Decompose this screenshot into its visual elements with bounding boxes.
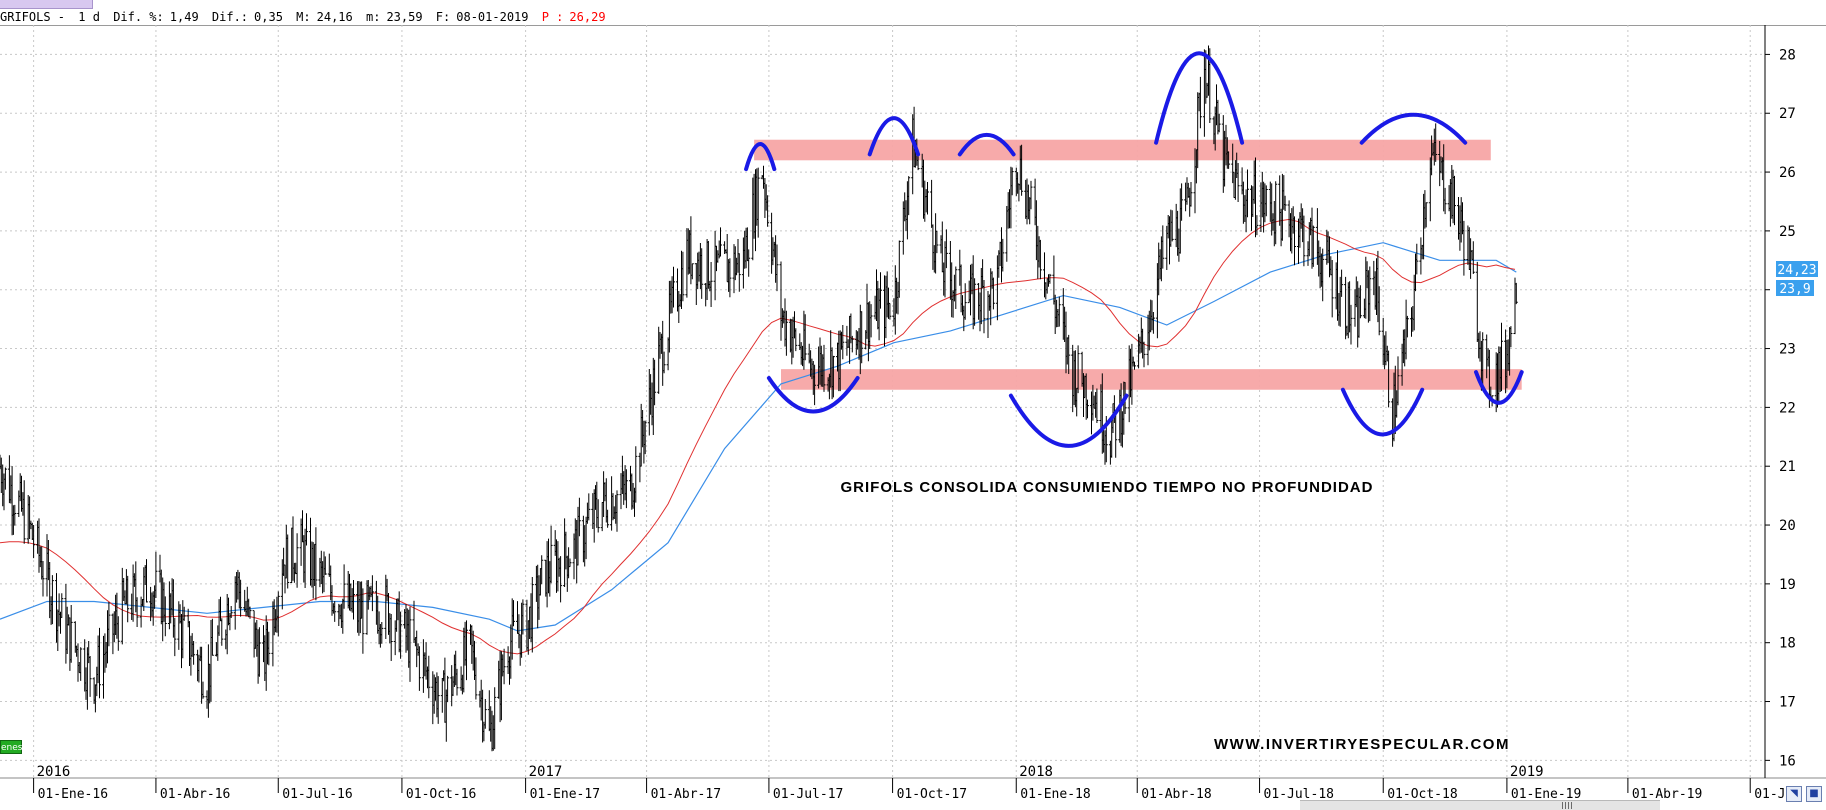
upper-price-tag: 24,23 [1777, 263, 1816, 278]
scrollbar-grip[interactable] [1562, 802, 1572, 809]
top-arc [744, 142, 777, 172]
chart-toolbar: ◥ ■ [1786, 786, 1822, 804]
dif-label: Dif.: [211, 10, 249, 24]
top-arc [1359, 112, 1468, 145]
min-value: 23,59 [386, 10, 423, 24]
short-moving-average [0, 218, 1516, 655]
max-value: 24,16 [316, 10, 353, 24]
date-tick-label: 01-Jul-16 [282, 787, 352, 802]
bottom-arc [766, 376, 860, 414]
year-label: 2018 [1019, 764, 1053, 780]
min-label: m: [365, 10, 381, 24]
instrument-name: GRIFOLS - [0, 10, 66, 24]
price-tick-label: 21 [1779, 459, 1796, 475]
bottom-arc [1008, 393, 1129, 448]
price-tick-label: 27 [1779, 106, 1796, 122]
watermark: WWW.INVERTIRYESPECULAR.COM [1214, 736, 1510, 753]
price-series [0, 45, 1518, 752]
date-tick-label: 01-Jul-18 [1264, 787, 1334, 802]
bottom-arc [1340, 387, 1425, 437]
year-label: 2017 [529, 764, 563, 780]
quote-header: GRIFOLS - 1 d Dif. %: 1,49 Dif.: 0,35 M: 24… [0, 9, 1826, 26]
date-tick-label: 01-Abr-18 [1141, 787, 1211, 802]
dif-pct-value: 1,49 [169, 10, 199, 24]
date-axis: 01-Ene-16 01-Abr-16 01-Jul-16 01-Oct-16 01-E… [33, 764, 1786, 802]
date-tick-label: 01-Jul-17 [773, 787, 843, 802]
price-axis: 16171819202122232425262728 [1764, 25, 1796, 778]
max-label: M: [296, 10, 311, 24]
moving-averages [0, 218, 1517, 655]
date-tick-label: 01-Abr-16 [160, 787, 230, 802]
price-tick-label: 26 [1779, 165, 1796, 181]
top-arc [867, 116, 921, 157]
period-label: 1 d [78, 10, 100, 24]
long-moving-average [0, 242, 1517, 632]
date-label: F: [435, 10, 451, 24]
price-bars [0, 45, 1518, 752]
grid [0, 25, 1826, 779]
year-label: 2016 [37, 764, 71, 780]
date-tick-label: 01-Oct-16 [406, 787, 476, 802]
price-tick-label: 23 [1779, 342, 1796, 358]
top-arc [1154, 51, 1245, 145]
dif-value: 0,35 [254, 10, 283, 24]
date-tick-label: 01-Abr-19 [1632, 787, 1702, 802]
price-label: P : [541, 10, 564, 24]
range-zones [754, 139, 1522, 390]
top-arc [957, 132, 1016, 157]
date-tick-label: 01-Ene-16 [38, 787, 108, 802]
chart-icon[interactable]: ◥ [1786, 786, 1802, 802]
date-tick-label: 01-Abr-17 [651, 787, 721, 802]
date-tick-label: 01-J [1754, 787, 1785, 802]
range-zone [781, 369, 1522, 390]
price-tick-label: 28 [1779, 47, 1796, 63]
annotation-arcs [744, 51, 1524, 448]
range-zone [754, 139, 1491, 161]
price-value: 26,29 [569, 10, 606, 24]
date-value: 08-01-2019 [456, 10, 529, 24]
upper-price-tag-box [1776, 261, 1818, 277]
date-tick-label: 01-Oct-18 [1387, 787, 1457, 802]
volume-tab[interactable]: enes [0, 740, 22, 754]
price-tick-label: 16 [1779, 753, 1796, 769]
bottom-arc [1474, 370, 1524, 405]
horizontal-scrollbar[interactable] [1300, 800, 1660, 810]
date-tick-label: 01-Ene-18 [1020, 787, 1090, 802]
lower-price-tag-box [1776, 280, 1814, 296]
window-tab[interactable] [0, 0, 93, 9]
price-tick-label: 22 [1779, 400, 1796, 416]
price-tags: 24,23 23,9 [1776, 261, 1818, 297]
price-tick-label: 25 [1779, 224, 1796, 240]
price-tick-label: 19 [1779, 577, 1796, 593]
price-tick-label: 17 [1779, 695, 1796, 711]
lower-price-tag: 23,9 [1779, 282, 1810, 297]
date-tick-label: 01-Ene-19 [1511, 787, 1581, 802]
year-label: 2019 [1510, 764, 1544, 780]
price-tick-label: 20 [1779, 518, 1796, 534]
date-tick-label: 01-Ene-17 [530, 787, 600, 802]
date-tick-label: 01-Oct-17 [897, 787, 967, 802]
save-icon[interactable]: ■ [1806, 786, 1822, 802]
chart-annotation: GRIFOLS CONSOLIDA CONSUMIENDO TIEMPO NO … [841, 479, 1374, 496]
price-tick-label: 18 [1779, 636, 1796, 652]
dif-pct-label: Dif. %: [113, 10, 164, 24]
